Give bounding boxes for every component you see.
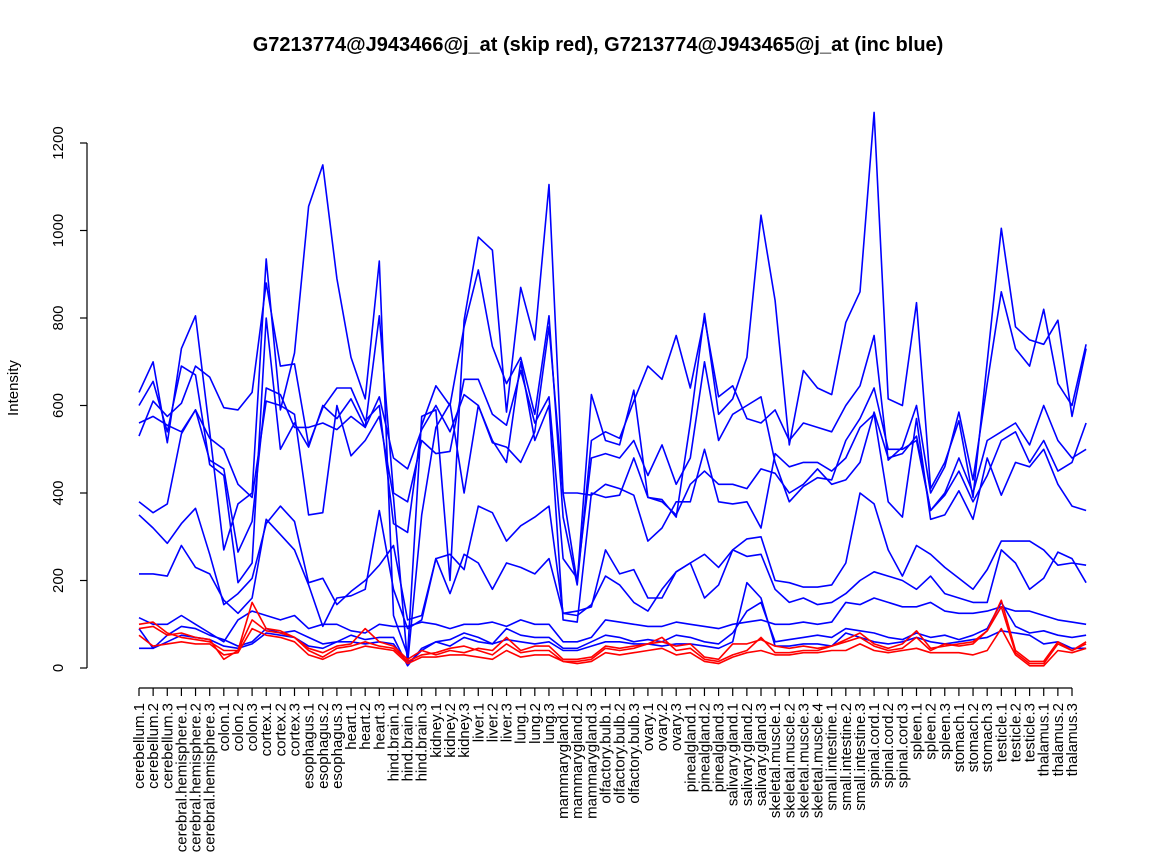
x-tick-label: cerebellum.3 bbox=[159, 703, 176, 789]
x-tick-label: spleen.1 bbox=[909, 703, 926, 760]
x-tick-label: spinal.cord.3 bbox=[894, 703, 911, 788]
x-tick-label: kidney.1 bbox=[428, 703, 445, 758]
x-tick-label: olfactory.bulb.2 bbox=[612, 703, 629, 804]
x-axis: cerebellum.1cerebellum.2cerebellum.3cere… bbox=[131, 687, 1081, 852]
y-tick-label: 1000 bbox=[50, 214, 67, 247]
x-tick-label: lung.2 bbox=[527, 703, 544, 744]
series-line bbox=[138, 627, 1087, 667]
x-tick-label: small.intestine.3 bbox=[852, 703, 869, 811]
x-tick-label: testicle.1 bbox=[993, 703, 1010, 762]
x-tick-label: liver.2 bbox=[484, 703, 501, 742]
x-tick-label: spinal.cord.1 bbox=[866, 703, 883, 788]
x-tick-label: mammarygland.3 bbox=[583, 703, 600, 819]
series-line bbox=[138, 111, 1087, 656]
x-tick-label: cerebral.hemisphere.1 bbox=[173, 703, 190, 852]
y-tick-label: 400 bbox=[50, 480, 67, 505]
x-tick-label: salivary.gland.2 bbox=[739, 703, 756, 806]
x-tick-label: colon.3 bbox=[244, 703, 261, 751]
x-tick-label: cerebellum.2 bbox=[145, 703, 162, 789]
x-tick-label: salivary.gland.1 bbox=[725, 703, 742, 806]
y-tick-label: 0 bbox=[50, 664, 67, 672]
x-tick-label: thalamus.2 bbox=[1050, 703, 1067, 776]
x-tick-label: liver.3 bbox=[499, 703, 516, 742]
x-tick-label: cerebral.hemisphere.3 bbox=[202, 703, 219, 852]
x-tick-label: hind.brain.3 bbox=[414, 703, 431, 781]
x-tick-label: cortex.1 bbox=[258, 703, 275, 756]
x-tick-label: lung.1 bbox=[513, 703, 530, 744]
x-tick-label: liver.1 bbox=[470, 703, 487, 742]
x-tick-label: small.intestine.1 bbox=[824, 703, 841, 811]
x-tick-label: stomach.3 bbox=[979, 703, 996, 772]
x-tick-label: mammarygland.1 bbox=[555, 703, 572, 819]
y-axis: 0 200 400 600 800 1000 1200 bbox=[50, 126, 88, 672]
series-line bbox=[139, 581, 1087, 665]
y-tick-label: 200 bbox=[50, 568, 67, 593]
x-tick-label: kidney.2 bbox=[442, 703, 459, 758]
x-tick-label: cerebellum.1 bbox=[131, 703, 148, 789]
y-tick-label: 600 bbox=[50, 393, 67, 418]
x-tick-label: esophagus.1 bbox=[301, 703, 318, 789]
x-tick-label: testicle.2 bbox=[1007, 703, 1024, 762]
series-line bbox=[138, 325, 1087, 665]
series-line bbox=[138, 492, 1087, 621]
x-tick-label: spleen.3 bbox=[937, 703, 954, 760]
y-axis-label: Intensity bbox=[5, 360, 22, 416]
series-line bbox=[138, 605, 1087, 665]
x-tick-label: heart.1 bbox=[343, 703, 360, 750]
x-tick-label: lung.3 bbox=[541, 703, 558, 744]
x-tick-label: cerebral.hemisphere.2 bbox=[188, 703, 205, 852]
x-tick-label: stomach.1 bbox=[951, 703, 968, 772]
x-tick-label: heart.3 bbox=[371, 703, 388, 750]
x-tick-label: mammarygland.2 bbox=[569, 703, 586, 819]
x-tick-label: small.intestine.2 bbox=[838, 703, 855, 811]
x-tick-label: pinealgland.2 bbox=[696, 703, 713, 792]
x-tick-label: olfactory.bulb.1 bbox=[598, 703, 615, 804]
series-line bbox=[139, 509, 1087, 630]
x-tick-label: testicle.3 bbox=[1022, 703, 1039, 762]
x-tick-label: salivary.gland.3 bbox=[753, 703, 770, 806]
x-tick-label: thalamus.1 bbox=[1036, 703, 1053, 776]
x-tick-label: ovary.1 bbox=[640, 703, 657, 751]
x-tick-label: ovary.2 bbox=[654, 703, 671, 751]
x-tick-label: thalamus.3 bbox=[1064, 703, 1081, 776]
x-tick-label: skeletal.muscle.3 bbox=[795, 703, 812, 818]
series-layer bbox=[138, 111, 1087, 667]
x-tick-label: pinealgland.3 bbox=[711, 703, 728, 792]
y-tick-label: 800 bbox=[50, 305, 67, 330]
x-tick-label: colon.1 bbox=[216, 703, 233, 751]
x-tick-label: stomach.2 bbox=[965, 703, 982, 772]
x-tick-label: ovary.3 bbox=[668, 703, 685, 751]
x-tick-label: pinealgland.1 bbox=[682, 703, 699, 792]
x-tick-label: esophagus.3 bbox=[329, 703, 346, 789]
x-tick-label: skeletal.muscle.1 bbox=[767, 703, 784, 818]
x-tick-label: kidney.3 bbox=[456, 703, 473, 758]
x-tick-label: esophagus.2 bbox=[315, 703, 332, 789]
x-tick-label: skeletal.muscle.4 bbox=[810, 703, 827, 818]
x-tick-label: cortex.2 bbox=[272, 703, 289, 756]
series-line bbox=[138, 269, 1087, 586]
x-tick-label: heart.2 bbox=[357, 703, 374, 750]
series-line bbox=[138, 360, 1087, 623]
series-line bbox=[138, 597, 1087, 643]
x-tick-label: skeletal.muscle.2 bbox=[781, 703, 798, 818]
y-tick-label: 1200 bbox=[50, 126, 67, 159]
x-tick-label: hind.brain.2 bbox=[400, 703, 417, 781]
x-tick-label: olfactory.bulb.3 bbox=[626, 703, 643, 804]
x-tick-label: spinal.cord.2 bbox=[880, 703, 897, 788]
x-tick-label: spleen.2 bbox=[923, 703, 940, 760]
chart-title: G7213774@J943466@j_at (skip red), G72137… bbox=[253, 34, 944, 56]
series-line bbox=[138, 601, 1087, 667]
x-tick-label: colon.2 bbox=[230, 703, 247, 751]
series-line bbox=[138, 314, 1087, 584]
x-tick-label: cortex.3 bbox=[287, 703, 304, 756]
x-tick-label: hind.brain.1 bbox=[385, 703, 402, 781]
